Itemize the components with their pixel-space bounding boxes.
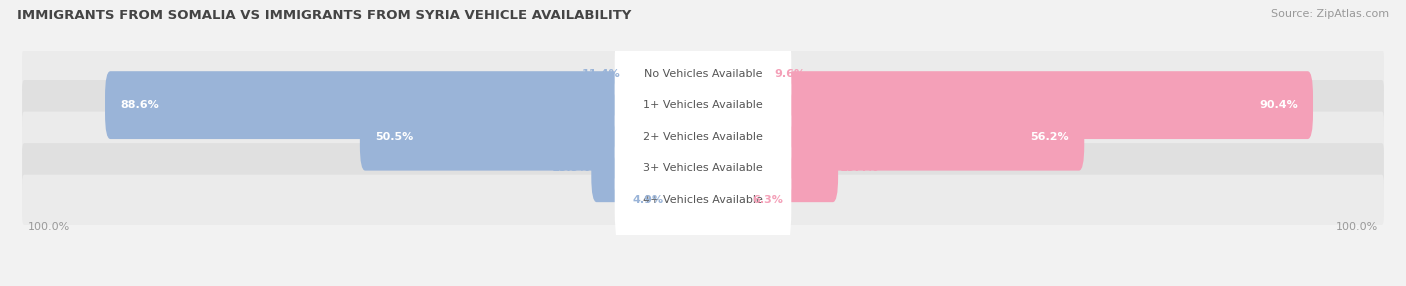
FancyBboxPatch shape — [22, 175, 1384, 225]
FancyBboxPatch shape — [697, 134, 838, 202]
FancyBboxPatch shape — [697, 166, 751, 234]
Text: 56.2%: 56.2% — [1031, 132, 1069, 142]
FancyBboxPatch shape — [22, 49, 1384, 99]
FancyBboxPatch shape — [105, 71, 709, 139]
Text: 4+ Vehicles Available: 4+ Vehicles Available — [643, 195, 763, 205]
FancyBboxPatch shape — [22, 80, 1384, 130]
Text: IMMIGRANTS FROM SOMALIA VS IMMIGRANTS FROM SYRIA VEHICLE AVAILABILITY: IMMIGRANTS FROM SOMALIA VS IMMIGRANTS FR… — [17, 9, 631, 21]
FancyBboxPatch shape — [22, 143, 1384, 193]
FancyBboxPatch shape — [614, 119, 792, 217]
Text: 100.0%: 100.0% — [1336, 222, 1378, 232]
Text: 88.6%: 88.6% — [121, 100, 159, 110]
Text: 11.4%: 11.4% — [581, 69, 620, 79]
Text: 9.6%: 9.6% — [773, 69, 806, 79]
FancyBboxPatch shape — [360, 103, 709, 171]
Text: 6.3%: 6.3% — [752, 195, 783, 205]
FancyBboxPatch shape — [592, 134, 709, 202]
FancyBboxPatch shape — [665, 166, 709, 234]
FancyBboxPatch shape — [614, 88, 792, 186]
Text: 4.9%: 4.9% — [633, 195, 664, 205]
Text: 19.4%: 19.4% — [839, 163, 879, 173]
Text: No Vehicles Available: No Vehicles Available — [644, 69, 762, 79]
FancyBboxPatch shape — [697, 40, 772, 108]
Text: 15.9%: 15.9% — [551, 163, 591, 173]
FancyBboxPatch shape — [614, 56, 792, 154]
Text: 3+ Vehicles Available: 3+ Vehicles Available — [643, 163, 763, 173]
Text: 1+ Vehicles Available: 1+ Vehicles Available — [643, 100, 763, 110]
FancyBboxPatch shape — [697, 103, 1084, 171]
Text: Source: ZipAtlas.com: Source: ZipAtlas.com — [1271, 9, 1389, 19]
FancyBboxPatch shape — [614, 151, 792, 249]
FancyBboxPatch shape — [697, 71, 1313, 139]
FancyBboxPatch shape — [621, 40, 709, 108]
Text: 100.0%: 100.0% — [28, 222, 70, 232]
FancyBboxPatch shape — [22, 112, 1384, 162]
Text: 50.5%: 50.5% — [375, 132, 413, 142]
Text: 90.4%: 90.4% — [1258, 100, 1298, 110]
FancyBboxPatch shape — [614, 25, 792, 123]
Text: 2+ Vehicles Available: 2+ Vehicles Available — [643, 132, 763, 142]
